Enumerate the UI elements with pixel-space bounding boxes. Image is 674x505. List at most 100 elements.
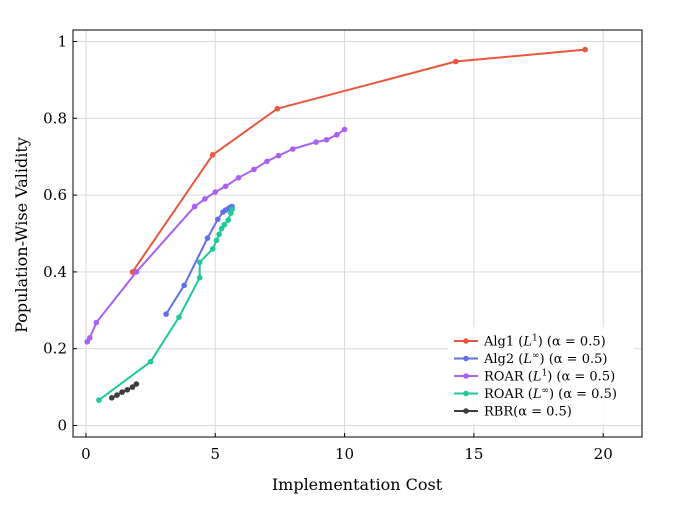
data-point (209, 246, 216, 252)
x-tick-label: 5 (210, 445, 220, 463)
data-point (176, 314, 182, 321)
data-point (212, 189, 219, 195)
legend: Alg1 (L1) (α = 0.5)Alg2 (L∞) (α = 0.5)RO… (448, 327, 634, 425)
series-2 (84, 126, 348, 345)
legend-item: RBR(α = 0.5) (454, 405, 572, 420)
legend-label-main: ROAR ( (484, 370, 533, 385)
legend-label-main: ROAR ( (484, 387, 533, 402)
grid (73, 30, 642, 437)
legend-label: Alg2 (L∞) (α = 0.5) (483, 351, 607, 367)
legend-label-rest: ) (α = 0.5) (539, 352, 607, 367)
y-axis: 0 0.2 0.4 0.6 0.8 1 (43, 33, 77, 434)
plot-frame (72, 29, 643, 438)
data-point (222, 183, 229, 190)
legend-label-rest: ) (α = 0.5) (538, 335, 606, 350)
data-point (209, 152, 216, 158)
data-point (124, 387, 131, 393)
legend-label: ROAR (L1) (α = 0.5) (484, 369, 615, 385)
data-point (93, 319, 100, 326)
data-point (191, 203, 198, 210)
data-point (264, 158, 270, 165)
legend-swatch-marker (463, 355, 469, 362)
legend-label-superscript: ∞ (532, 351, 540, 361)
legend-label: Alg1 (L1) (α = 0.5) (483, 334, 606, 350)
legend-label-variable: L (532, 387, 542, 402)
data-point (129, 269, 136, 275)
data-point (453, 58, 459, 65)
legend-label-main: RBR(α = 0.5) (484, 405, 572, 420)
x-tick-label: 20 (594, 445, 613, 463)
y-tick-label: 1 (57, 33, 67, 51)
data-point (114, 392, 120, 398)
series-4 (109, 381, 140, 401)
legend-label-superscript: ∞ (541, 386, 549, 396)
data-point (216, 231, 222, 238)
data-point (87, 335, 93, 341)
legend-label: ROAR (L∞) (α = 0.5) (484, 386, 617, 402)
data-point (181, 282, 187, 289)
y-tick-label: 0 (57, 416, 67, 434)
legend-item: ROAR (L1) (α = 0.5) (454, 369, 615, 385)
data-point (202, 196, 208, 202)
data-point (204, 235, 211, 241)
y-tick-label: 0.6 (43, 186, 67, 204)
data-point (196, 274, 203, 281)
data-point (323, 137, 330, 143)
legend-item: ROAR (L∞) (α = 0.5) (454, 386, 617, 402)
legend-item: Alg2 (L∞) (α = 0.5) (454, 351, 607, 367)
x-tick-label: 15 (464, 445, 483, 463)
y-tick-label: 0.2 (43, 340, 67, 358)
data-point (109, 395, 115, 401)
legend-swatch-marker (463, 390, 469, 397)
data-point (251, 166, 257, 173)
data-point (341, 126, 348, 133)
x-tick-label: 10 (335, 445, 354, 463)
legend-box (448, 327, 634, 425)
data-point (221, 221, 228, 228)
data-point (274, 105, 281, 112)
legend-swatch-marker (463, 373, 469, 379)
series-layer (84, 46, 588, 403)
data-point (582, 46, 588, 53)
legend-label-rest: ) (α = 0.5) (547, 370, 615, 385)
legend-label: RBR(α = 0.5) (484, 405, 572, 420)
legend-label-rest: ) (α = 0.5) (549, 387, 617, 402)
data-point (147, 358, 154, 365)
data-point (313, 139, 319, 145)
legend-swatch-marker (463, 408, 469, 414)
legend-label-variable: L (522, 335, 532, 350)
legend-label-variable: L (522, 352, 532, 367)
data-point (213, 237, 220, 244)
data-point (275, 152, 282, 159)
series-0 (129, 46, 588, 275)
data-point (133, 269, 140, 275)
y-tick-label: 0.8 (43, 109, 67, 127)
series-3 (96, 206, 235, 403)
data-point (225, 217, 231, 223)
data-point (129, 384, 136, 390)
x-axis: 0 5 10 15 20 (81, 433, 613, 463)
legend-label-superscript: 1 (532, 334, 538, 344)
y-tick-label: 0.4 (43, 263, 67, 281)
x-axis-label: Implementation Cost (272, 475, 443, 494)
x-tick-label: 0 (81, 445, 91, 463)
data-point (229, 206, 235, 213)
legend-label-main: Alg1 ( (483, 335, 523, 350)
data-point (290, 146, 296, 152)
data-point (119, 389, 125, 395)
legend-swatch-marker (463, 338, 469, 344)
legend-label-main: Alg2 ( (483, 352, 523, 367)
data-point (215, 216, 221, 223)
data-point (163, 311, 169, 317)
data-point (96, 397, 102, 403)
legend-item: Alg1 (L1) (α = 0.5) (454, 334, 606, 350)
legend-label-superscript: 1 (541, 369, 547, 379)
data-point (334, 132, 340, 138)
legend-label-variable: L (532, 370, 542, 385)
data-point (133, 381, 140, 387)
y-axis-label: Population-Wise Validity (12, 137, 31, 333)
data-point (235, 175, 242, 181)
data-point (196, 259, 203, 266)
